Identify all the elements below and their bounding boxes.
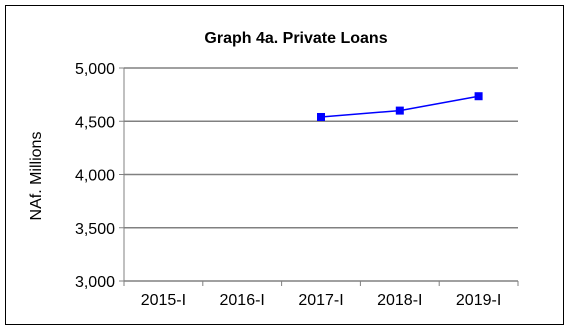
x-tick-label: 2018-I [377, 292, 422, 309]
y-tick-label: 3,500 [75, 221, 115, 238]
x-tick-label: 2015-I [141, 292, 186, 309]
y-tick-label: 4,500 [75, 114, 115, 131]
data-series [317, 92, 483, 121]
data-point [474, 92, 483, 101]
gridlines [124, 67, 518, 229]
x-tick-label: 2016-I [220, 292, 265, 309]
x-tick-label: 2019-I [456, 292, 501, 309]
chart-border [5, 5, 564, 325]
axes [119, 67, 519, 286]
y-tick-label: 5,000 [75, 61, 115, 78]
data-point [317, 112, 325, 121]
x-tick-labels: 2015-I 2016-I 2017-I 2018-I 2019-I [141, 292, 502, 309]
y-tick-label: 4,000 [75, 168, 115, 185]
y-axis-label: NAf. Millions [28, 132, 45, 221]
x-tick-label: 2017-I [298, 292, 343, 309]
y-tick-label: 3,000 [75, 274, 115, 291]
y-tick-labels: 3,000 3,500 4,000 4,500 5,000 [75, 61, 115, 291]
data-point [395, 106, 404, 115]
chart-title: Graph 4a. Private Loans [204, 30, 387, 47]
